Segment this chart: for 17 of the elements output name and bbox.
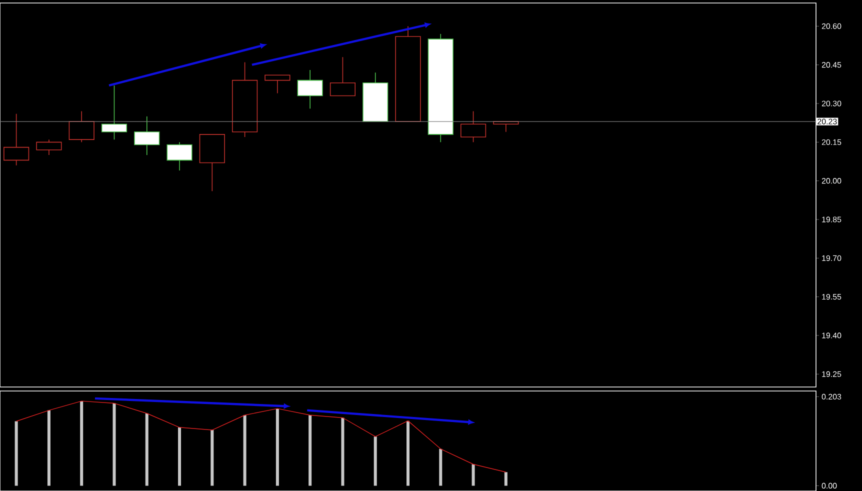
bar xyxy=(341,418,344,486)
bar xyxy=(406,420,410,486)
bar xyxy=(439,448,442,486)
bar xyxy=(47,410,50,486)
bar xyxy=(210,430,214,486)
bar xyxy=(14,421,18,486)
bar xyxy=(178,427,182,486)
bar xyxy=(80,401,84,486)
bar xyxy=(112,403,116,486)
bar xyxy=(504,472,508,486)
bar xyxy=(472,464,475,486)
bar xyxy=(374,436,377,486)
line-series xyxy=(16,400,506,472)
bar xyxy=(276,408,279,486)
bar xyxy=(145,413,148,486)
bar xyxy=(308,415,312,486)
bar xyxy=(243,415,246,486)
